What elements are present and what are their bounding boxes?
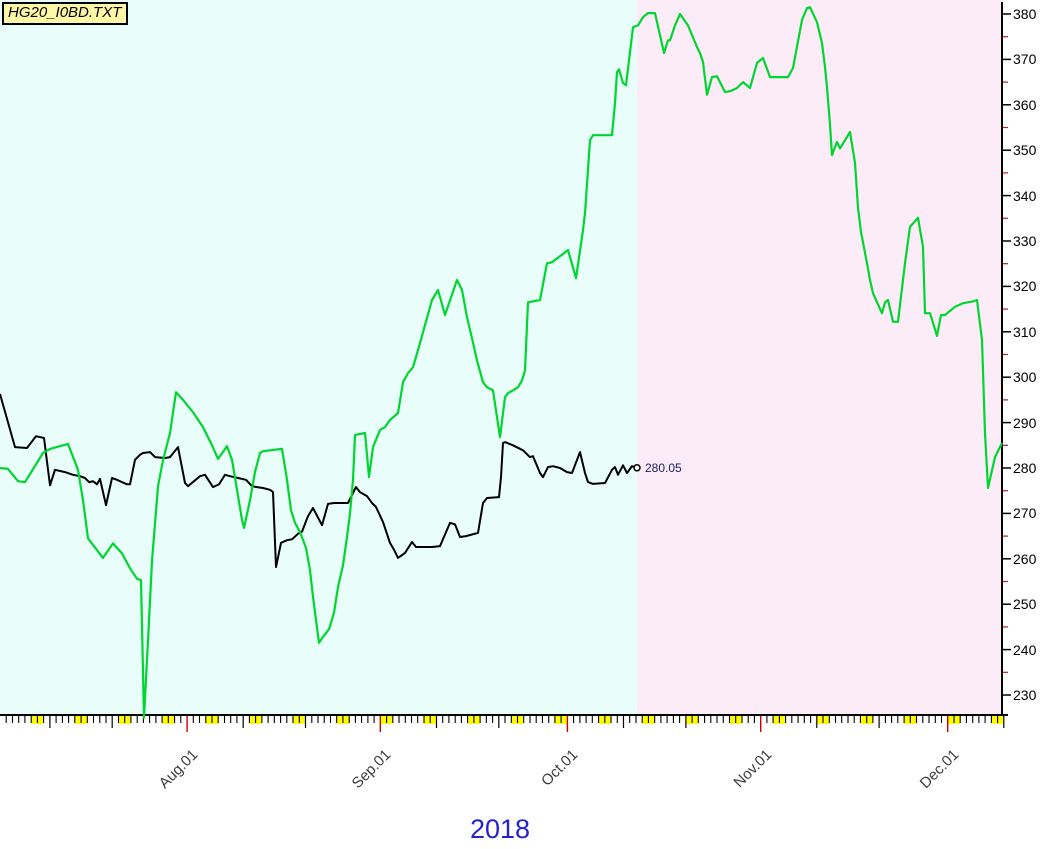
y-axis-tick-label: 290 <box>1013 414 1037 431</box>
y-axis-tick-label: 270 <box>1013 505 1037 522</box>
instrument-label[interactable]: HG20_I0BD.TXT <box>2 2 129 25</box>
y-axis-tick-label: 250 <box>1013 596 1037 613</box>
last-price-marker <box>633 464 641 472</box>
y-axis-tick-label: 300 <box>1013 369 1037 386</box>
y-axis-tick-label: 350 <box>1013 142 1037 159</box>
y-axis-tick-label: 230 <box>1013 687 1037 703</box>
y-axis-tick-label: 380 <box>1013 6 1037 22</box>
y-axis-tick-label: 260 <box>1013 550 1037 567</box>
series-green-line <box>0 6 1003 719</box>
y-axis-tick-label: 370 <box>1013 51 1037 68</box>
series-black-line <box>0 393 638 568</box>
region-history <box>0 0 637 715</box>
y-axis-tick-label: 280 <box>1013 460 1037 476</box>
y-axis-tick-label: 360 <box>1013 96 1037 113</box>
y-axis-tick-label: 330 <box>1013 233 1037 249</box>
x-axis-year-label: 2018 <box>469 814 531 844</box>
y-axis-tick-label: 240 <box>1013 641 1037 658</box>
y-axis-tick-label: 320 <box>1013 278 1037 295</box>
last-price-label: 280.05 <box>645 460 682 475</box>
y-axis-tick-label: 340 <box>1013 187 1037 204</box>
y-axis-tick-label: 310 <box>1013 323 1037 340</box>
region-forecast <box>637 0 1002 715</box>
